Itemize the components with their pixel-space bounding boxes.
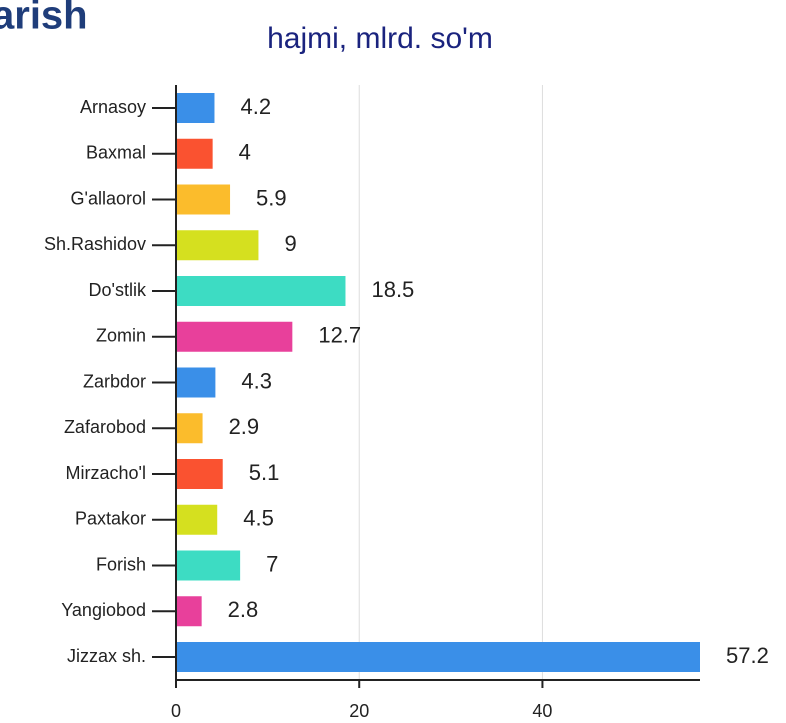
bar	[176, 184, 231, 215]
value-label: 7	[266, 551, 278, 576]
bar	[176, 138, 213, 169]
y-tick-label: Mirzacho'l	[66, 463, 146, 483]
chart-subtitle: hajmi, mlrd. so'm	[267, 22, 493, 55]
y-tick-label: Do'stlik	[89, 280, 147, 300]
x-tick-label: 20	[349, 701, 369, 721]
x-tick-label: 0	[171, 701, 181, 721]
chart-title: arish	[0, 0, 88, 38]
y-tick-label: Zarbdor	[83, 371, 146, 391]
value-label: 2.8	[228, 597, 259, 622]
y-tick-label: Forish	[96, 554, 146, 574]
bar	[176, 550, 241, 581]
y-tick-label: Yangiobod	[61, 600, 146, 620]
bar	[176, 504, 218, 535]
value-label: 9	[284, 231, 296, 256]
bar	[176, 459, 223, 489]
value-label: 4.2	[240, 94, 271, 119]
value-label: 2.9	[229, 414, 260, 439]
y-tick-label: Zafarobod	[64, 417, 146, 437]
value-label: 5.9	[256, 185, 287, 210]
value-label: 12.7	[318, 323, 361, 348]
bar	[176, 230, 259, 261]
bar	[176, 413, 203, 444]
bar	[176, 367, 216, 398]
value-label: 4.3	[241, 368, 272, 393]
y-tick-label: Zomin	[96, 326, 146, 346]
y-tick-label: Jizzax sh.	[67, 646, 146, 666]
value-label: 4	[239, 140, 251, 165]
value-label: 57.2	[726, 643, 769, 668]
x-tick-label: 40	[532, 701, 552, 721]
y-tick-label: Arnasoy	[80, 97, 146, 117]
y-tick-label: Sh.Rashidov	[44, 234, 146, 254]
bar	[176, 642, 700, 672]
y-tick-label: G'allaorol	[71, 188, 146, 208]
bar	[176, 321, 293, 352]
y-tick-label: Baxmal	[86, 143, 146, 163]
bar	[176, 276, 346, 306]
bar	[176, 596, 202, 627]
value-label: 4.5	[243, 506, 274, 531]
y-tick-label: Paxtakor	[75, 509, 146, 529]
value-label: 18.5	[371, 277, 414, 302]
value-label: 5.1	[249, 460, 280, 485]
bar	[176, 93, 215, 123]
